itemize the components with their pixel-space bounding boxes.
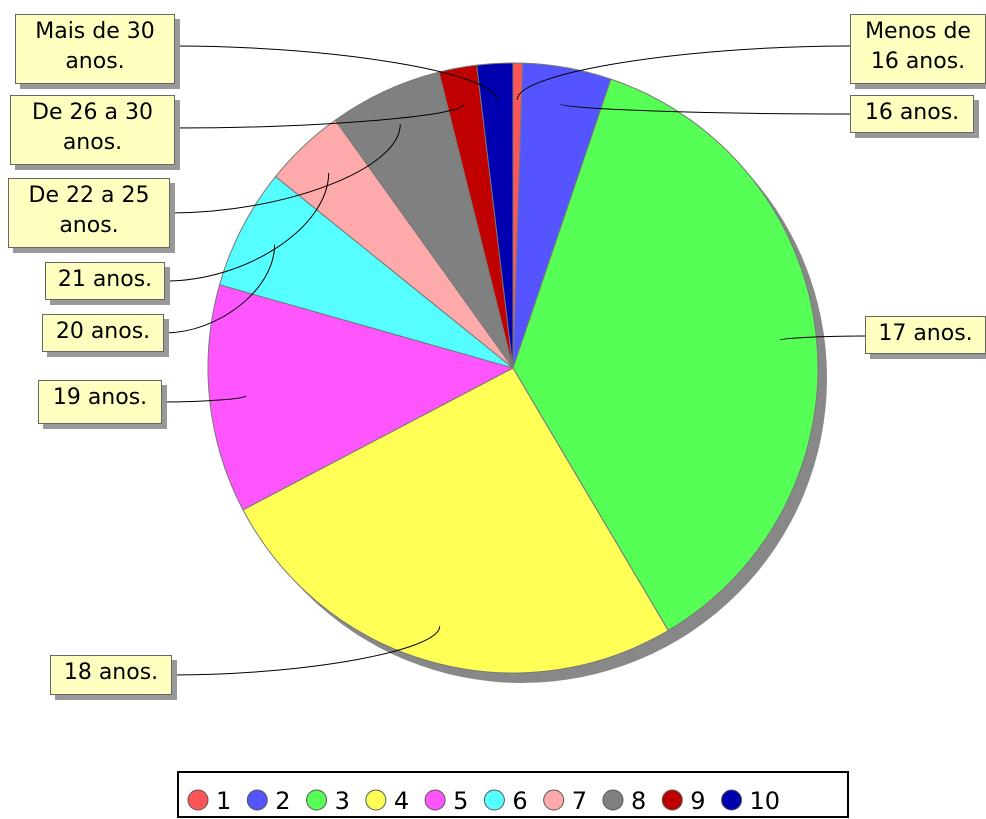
slice-label: 21 anos. [45, 262, 165, 300]
slice-label: Menos de 16 anos. [850, 14, 986, 84]
leader-line [169, 124, 401, 214]
legend-swatch [483, 789, 505, 811]
leader-line [164, 172, 330, 282]
legend-label: 1 [216, 787, 231, 815]
slice-label: 19 anos. [38, 380, 162, 424]
slice-label: 20 anos. [42, 314, 164, 352]
legend-label: 5 [453, 787, 468, 815]
slice-label: 18 anos. [50, 655, 172, 695]
legend-label: 7 [572, 787, 587, 815]
slice-label: De 26 a 30 anos. [10, 95, 175, 165]
slice-label: 16 anos. [850, 95, 974, 133]
leader-line [174, 103, 465, 129]
legend-swatch [306, 789, 328, 811]
legend-label: 2 [275, 787, 290, 815]
slice-label: 17 anos. [865, 316, 986, 354]
pie-slice [207, 284, 515, 511]
leader-line [174, 45, 498, 101]
leader-line [161, 395, 247, 403]
legend-swatch [187, 789, 209, 811]
legend-label: 6 [512, 787, 527, 815]
legend-label: 8 [631, 787, 646, 815]
legend-label: 10 [750, 787, 781, 815]
pie-slice [218, 175, 514, 369]
legend-swatch [543, 789, 565, 811]
legend-label: 9 [690, 787, 705, 815]
legend-label: 3 [335, 787, 350, 815]
legend-swatch [365, 789, 387, 811]
legend-swatch [246, 789, 268, 811]
slice-label: De 22 a 25 anos. [8, 178, 170, 248]
legend-swatch [721, 789, 743, 811]
leader-line [516, 45, 851, 100]
pie-slice [476, 62, 514, 369]
leader-line [560, 103, 851, 115]
pie-slice [242, 367, 669, 674]
legend-swatch [602, 789, 624, 811]
legend-label: 4 [394, 787, 409, 815]
leader-line [163, 244, 276, 334]
leader-line [171, 626, 441, 676]
legend-swatch [424, 789, 446, 811]
slice-label: Mais de 30 anos. [15, 14, 175, 84]
legend-swatch [661, 789, 683, 811]
leader-line [779, 335, 866, 341]
